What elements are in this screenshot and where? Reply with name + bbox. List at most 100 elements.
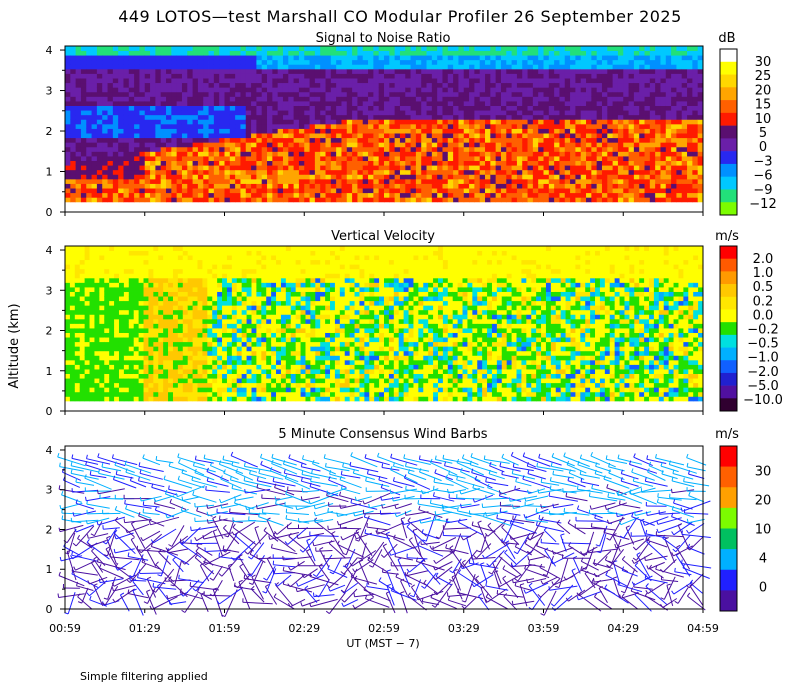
snr-cell bbox=[639, 114, 645, 120]
vv-cell bbox=[153, 323, 159, 329]
snr-cell bbox=[564, 151, 571, 157]
snr-cell bbox=[410, 137, 417, 143]
vv-cell bbox=[153, 378, 159, 384]
vv-cell bbox=[69, 346, 76, 352]
snr-cell bbox=[681, 197, 688, 203]
snr-cell bbox=[431, 119, 438, 125]
snr-cell bbox=[500, 142, 507, 148]
vv-cell bbox=[65, 250, 71, 256]
snr-cell bbox=[527, 192, 534, 198]
snr-cell bbox=[107, 78, 114, 84]
snr-cell bbox=[181, 114, 188, 120]
snr-cell bbox=[128, 105, 135, 111]
snr-cell bbox=[352, 114, 358, 120]
snr-cell bbox=[256, 178, 263, 184]
vv-cell bbox=[99, 273, 105, 279]
snr-cell bbox=[155, 59, 162, 65]
snr-cell bbox=[298, 105, 305, 111]
vv-cell bbox=[84, 382, 90, 388]
snr-cell bbox=[208, 165, 215, 171]
snr-cell bbox=[628, 119, 635, 125]
vv-cell bbox=[148, 396, 154, 402]
snr-cell bbox=[75, 91, 82, 97]
snr-cell bbox=[282, 197, 289, 203]
snr-cell bbox=[458, 165, 465, 171]
snr-cell bbox=[208, 46, 215, 51]
snr-cell bbox=[490, 78, 497, 84]
snr-cell bbox=[251, 169, 257, 175]
snr-cell bbox=[325, 146, 332, 152]
snr-cell bbox=[118, 183, 124, 189]
snr-cell bbox=[431, 82, 438, 88]
snr-cell bbox=[107, 119, 114, 125]
snr-cell bbox=[474, 55, 481, 61]
snr-cell bbox=[394, 91, 401, 97]
snr-cell bbox=[261, 192, 268, 198]
snr-cell bbox=[410, 146, 417, 152]
snr-cell bbox=[314, 59, 321, 65]
snr-cell bbox=[203, 114, 209, 120]
vv-cell bbox=[79, 314, 86, 320]
snr-cell bbox=[538, 114, 544, 120]
snr-cell bbox=[554, 55, 560, 61]
snr-cell bbox=[314, 119, 321, 125]
snr-cell bbox=[469, 160, 475, 166]
snr-cell bbox=[623, 128, 629, 134]
vv-cell bbox=[128, 314, 135, 320]
vv-cell bbox=[94, 264, 100, 270]
snr-cell bbox=[213, 46, 220, 51]
snr-cell bbox=[442, 114, 449, 120]
vv-cell bbox=[168, 355, 174, 361]
vv-cell bbox=[118, 264, 125, 270]
snr-cell bbox=[516, 174, 523, 180]
snr-cell bbox=[426, 146, 433, 152]
snr-cell bbox=[564, 128, 571, 134]
snr-cell bbox=[532, 91, 539, 97]
snr-cell bbox=[607, 87, 614, 93]
vv-cell bbox=[65, 273, 71, 279]
vv-cell bbox=[187, 277, 193, 283]
snr-cell bbox=[118, 123, 124, 129]
snr-cell bbox=[522, 192, 528, 198]
snr-cell bbox=[485, 105, 491, 111]
snr-cell bbox=[591, 160, 598, 166]
snr-cell bbox=[415, 123, 422, 129]
snr-cell bbox=[261, 46, 268, 51]
snr-cell bbox=[511, 178, 518, 184]
snr-cell bbox=[399, 59, 406, 65]
snr-cell bbox=[336, 68, 342, 74]
snr-cell bbox=[304, 169, 310, 175]
snr-cell bbox=[325, 50, 332, 56]
snr-cell bbox=[431, 174, 438, 180]
snr-cell bbox=[128, 78, 135, 84]
vv-cell bbox=[172, 273, 179, 279]
snr-cell bbox=[399, 192, 406, 198]
vv-cell bbox=[114, 305, 120, 311]
snr-cell bbox=[617, 183, 624, 189]
snr-cell bbox=[336, 114, 342, 120]
snr-cell bbox=[447, 137, 454, 143]
snr-cell bbox=[559, 137, 566, 143]
snr-cell bbox=[378, 91, 385, 97]
vv-cell bbox=[177, 355, 184, 361]
snr-cell bbox=[601, 146, 608, 152]
snr-cell bbox=[554, 59, 560, 65]
vv-cell bbox=[138, 359, 144, 365]
snr-cell bbox=[150, 82, 156, 88]
snr-cell bbox=[394, 137, 401, 143]
snr-cell bbox=[665, 46, 672, 51]
snr-cell bbox=[150, 183, 156, 189]
snr-cell bbox=[267, 78, 273, 84]
snr-cell bbox=[298, 101, 305, 106]
snr-cell bbox=[65, 96, 71, 102]
snr-cell bbox=[213, 151, 220, 157]
snr-cell bbox=[431, 197, 438, 203]
vv-cell bbox=[74, 350, 81, 356]
vv-cell bbox=[94, 305, 100, 311]
snr-cell bbox=[601, 137, 608, 143]
snr-cell bbox=[564, 105, 571, 111]
snr-cell bbox=[692, 133, 699, 139]
snr-cell bbox=[357, 197, 364, 203]
snr-cell bbox=[352, 50, 358, 56]
snr-cell bbox=[251, 55, 257, 61]
